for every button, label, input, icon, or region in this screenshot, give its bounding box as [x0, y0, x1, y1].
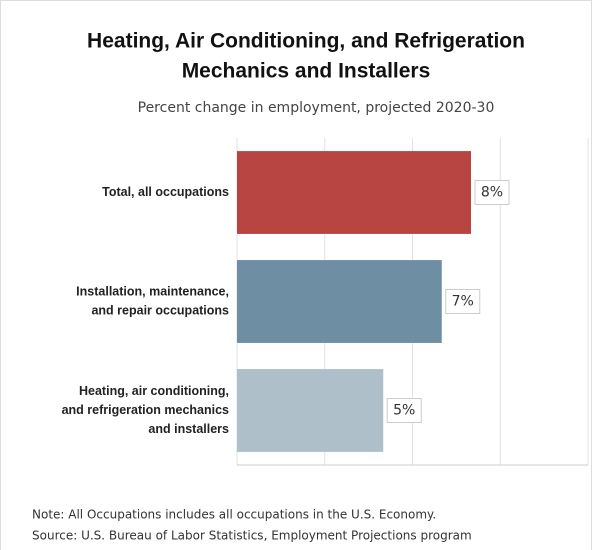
chart-title: Heating, Air Conditioning, and Refrigera…: [87, 30, 525, 53]
y-tick-label: and refrigeration mechanics: [62, 403, 229, 417]
bar: [237, 260, 442, 343]
y-tick-label: Installation, maintenance,: [76, 284, 229, 298]
source: Source: U.S. Bureau of Labor Statistics,…: [32, 529, 472, 543]
value-label-box: [386, 398, 422, 423]
note: Note: All Occupations includes all occup…: [32, 508, 436, 522]
value-label: 7%: [452, 294, 474, 310]
value-label: 8%: [481, 185, 503, 201]
y-tick-label: and repair occupations: [91, 303, 229, 317]
chart-title: Mechanics and Installers: [182, 60, 431, 83]
y-tick-label: Total, all occupations: [102, 185, 229, 199]
bar: [237, 151, 471, 234]
value-label-box: [474, 180, 510, 205]
y-tick-label: and installers: [148, 422, 229, 436]
chart-subtitle: Percent change in employment, projected …: [138, 100, 495, 116]
value-label-box: [445, 289, 481, 314]
bar: [237, 369, 384, 452]
value-label: 5%: [393, 403, 415, 419]
y-tick-label: Heating, air conditioning,: [79, 384, 229, 398]
